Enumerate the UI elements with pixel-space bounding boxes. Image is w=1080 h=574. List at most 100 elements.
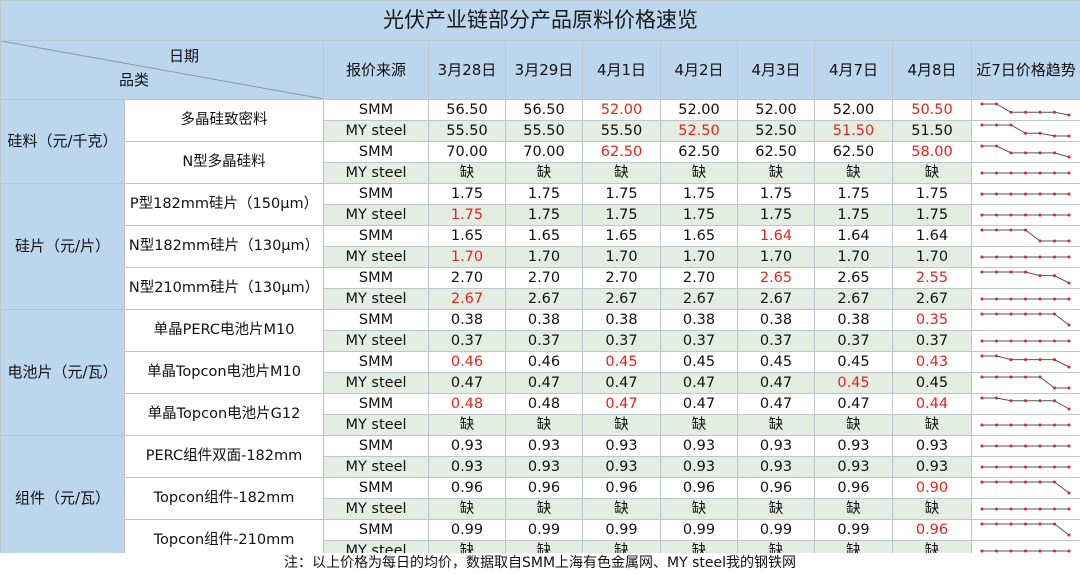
- price-cell: 56.50: [428, 99, 506, 121]
- trend-point: [1038, 399, 1042, 403]
- price-cell: 0.93: [660, 456, 738, 478]
- price-cell: 52.00: [814, 99, 893, 121]
- trend-point: [1038, 549, 1042, 553]
- trend-sparkline-cell: [970, 99, 1080, 121]
- trend-sparkline: [980, 354, 1071, 369]
- price-cell: 0.90: [892, 477, 972, 499]
- source-cell: SMM: [323, 435, 429, 457]
- price-cell: 0.47: [505, 372, 583, 394]
- source-cell: SMM: [323, 351, 429, 373]
- trend-point: [1038, 255, 1042, 259]
- trend-point: [1009, 123, 1013, 127]
- trend-point: [1009, 399, 1013, 403]
- trend-point: [1053, 134, 1056, 138]
- price-cell: 0.99: [660, 519, 738, 541]
- price-cell: 缺: [737, 414, 815, 436]
- trend-point: [1053, 399, 1056, 403]
- trend-point: [1067, 407, 1071, 411]
- product-label: N型182mm硅片（130μm）: [124, 225, 324, 268]
- trend-point: [1024, 549, 1027, 553]
- source-cell: MY steel: [323, 288, 429, 310]
- price-cell: 0.99: [814, 519, 893, 541]
- trend-sparkline: [980, 192, 1071, 196]
- price-cell: 0.93: [582, 435, 661, 457]
- trend-point: [1067, 171, 1071, 175]
- price-cell: 0.99: [428, 519, 506, 541]
- trend-point: [1067, 155, 1071, 159]
- price-cell: 1.75: [428, 183, 506, 205]
- price-cell: 2.70: [428, 267, 506, 289]
- trend-point: [1024, 297, 1027, 301]
- trend-point: [1067, 491, 1071, 495]
- price-cell: 缺: [428, 162, 506, 184]
- trend-point: [980, 354, 984, 358]
- price-cell: 1.70: [737, 246, 815, 268]
- table-row: MY steel 0.47 0.47 0.47 0.47 0.47 0.45 0.45: [1, 372, 1080, 394]
- trend-point: [1067, 465, 1071, 469]
- table-row: 硅料（元/千克） 多晶硅致密料 SMM 56.50 56.50 52.00 52.00 52.…: [0, 99, 1080, 184]
- trend-point: [1024, 228, 1027, 232]
- trend-point: [995, 312, 998, 316]
- price-cell: 2.65: [737, 267, 815, 289]
- trend-sparkline: [980, 339, 1071, 343]
- price-cell: 0.45: [660, 351, 738, 373]
- price-cell: 2.67: [892, 288, 972, 310]
- price-cell: 55.50: [582, 120, 661, 142]
- source-cell: SMM: [323, 393, 429, 415]
- trend-point: [1067, 255, 1071, 259]
- trend-point: [1038, 465, 1042, 469]
- product-label: 多晶硅致密料: [124, 99, 324, 142]
- trend-sparkline: [980, 480, 1071, 495]
- price-table: 光伏产业链部分产品原料价格速览 日期 品类 报价来源 3月28日 3月29日 4…: [0, 0, 1080, 562]
- trend-sparkline-cell: [970, 225, 1080, 247]
- trend-point: [1038, 522, 1042, 526]
- price-cell: 0.47: [428, 372, 506, 394]
- table-row: MY steel 1.70 1.70 1.70 1.70 1.70 1.70 1.70: [1, 246, 1080, 268]
- trend-point: [995, 522, 998, 526]
- price-cell: 1.65: [505, 225, 583, 247]
- source-cell: MY steel: [323, 120, 429, 142]
- table-row: 组件（元/瓦） PERC组件双面-182mm SMM 0.93 0.93 0.93 0.93…: [0, 435, 1080, 562]
- date-header: 3月28日: [428, 40, 506, 100]
- source-cell: MY steel: [323, 414, 429, 436]
- price-cell: 缺: [892, 414, 972, 436]
- date-header: 3月29日: [505, 40, 583, 100]
- date-header: 4月7日: [814, 40, 893, 100]
- source-cell: MY steel: [323, 456, 429, 478]
- price-cell: 0.93: [814, 456, 893, 478]
- trend-point: [1053, 213, 1056, 217]
- trend-point: [995, 102, 998, 106]
- category-label: 硅片（元/片）: [0, 183, 125, 310]
- trend-sparkline: [980, 213, 1071, 217]
- price-cell: 2.67: [428, 288, 506, 310]
- source-cell: SMM: [323, 477, 429, 499]
- trend-point: [1024, 213, 1027, 217]
- trend-sparkline-cell: [970, 120, 1080, 142]
- price-cell: 0.38: [660, 309, 738, 331]
- trend-point: [980, 444, 984, 448]
- price-cell: 0.37: [582, 330, 661, 352]
- trend-sparkline: [980, 171, 1071, 175]
- price-cell: 1.64: [814, 225, 893, 247]
- trend-sparkline-cell: [970, 288, 1080, 310]
- price-cell: 0.99: [737, 519, 815, 541]
- price-cell: 52.00: [582, 99, 661, 121]
- source-header: 报价来源: [323, 40, 429, 100]
- trend-sparkline: [980, 396, 1071, 411]
- trend-point: [1009, 110, 1013, 114]
- trend-line: [982, 523, 1070, 536]
- trend-point: [1009, 297, 1013, 301]
- price-cell: 0.93: [737, 456, 815, 478]
- trend-point: [1009, 549, 1013, 553]
- trend-point: [1067, 423, 1071, 427]
- price-cell: 1.75: [505, 183, 583, 205]
- trend-point: [995, 396, 998, 400]
- trend-point: [1024, 255, 1027, 259]
- price-cell: 52.50: [737, 120, 815, 142]
- trend-point: [995, 480, 998, 484]
- trend-point: [980, 375, 984, 379]
- trend-line: [982, 481, 1070, 494]
- price-cell: 58.00: [892, 141, 972, 163]
- price-cell: 1.75: [892, 183, 972, 205]
- trend-line: [982, 355, 1070, 368]
